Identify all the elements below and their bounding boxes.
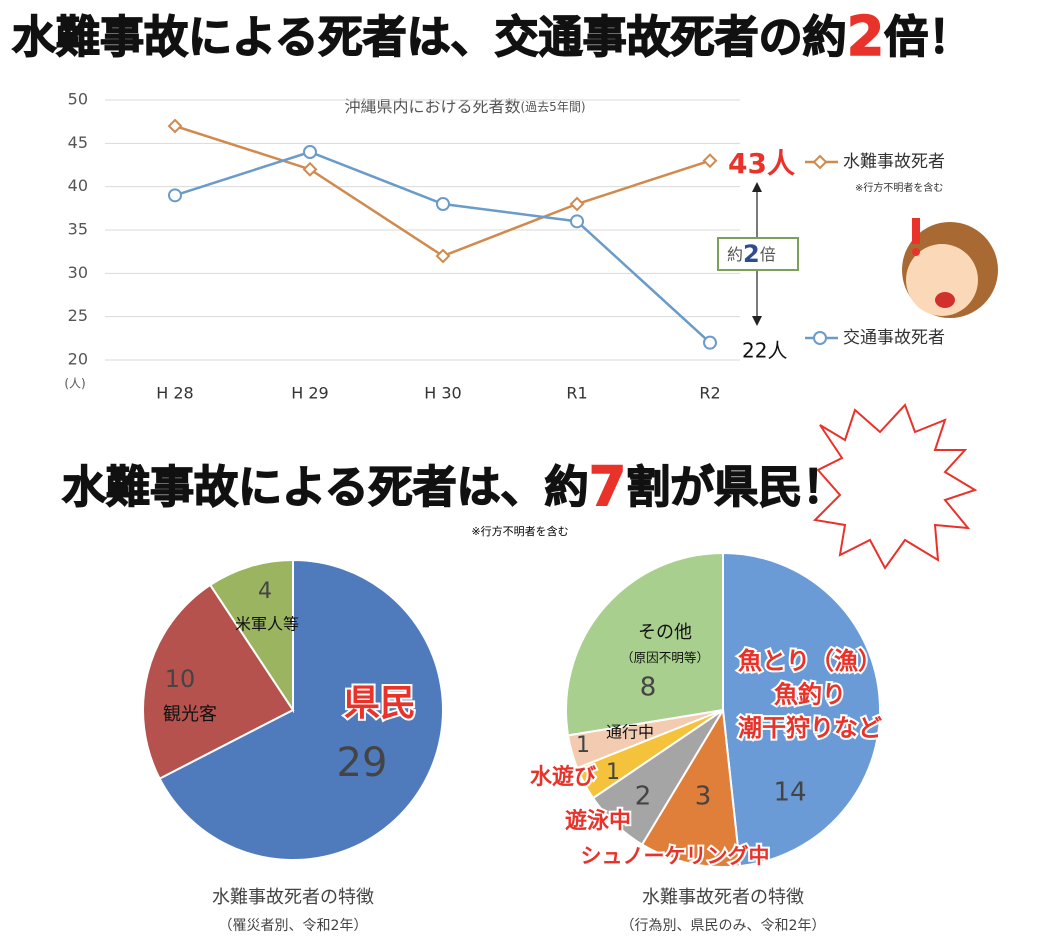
headline-part: 7 (589, 455, 627, 518)
marker (167, 118, 183, 134)
slice-label: 通行中 (606, 723, 654, 742)
marker (303, 145, 317, 159)
pie-slice (722, 551, 881, 868)
legend-label: 交通事故死者 (843, 328, 945, 348)
note: ※行方不明者を含む (855, 181, 943, 194)
marker (435, 248, 451, 264)
ratio-box (717, 237, 799, 271)
legend-label: 水難事故死者 (843, 152, 945, 172)
title-sub: (過去5年間) (521, 100, 586, 114)
value-label: 22人 (742, 339, 787, 363)
x-tick-label: H 30 (424, 384, 461, 403)
marker (569, 196, 585, 212)
annotation-part: 約 (727, 245, 743, 264)
slice-value: 4 (258, 579, 272, 604)
y-tick-label: 30 (68, 263, 88, 282)
headline-part: 倍！ (884, 12, 972, 63)
marker (302, 161, 318, 177)
headline: 水難事故による死者は、約7割が県民！ (62, 455, 846, 518)
chart-subtitle: （行為別、県民のみ、令和2年） (621, 918, 826, 934)
headline-part: 2 (847, 5, 885, 68)
pie-slice (142, 583, 295, 780)
chart-title: 水難事故死者の特徴 (642, 887, 804, 908)
headline-part: 割が県民！ (626, 462, 846, 513)
slice-value: 14 (773, 778, 806, 808)
value-label: 43人 (728, 147, 795, 180)
y-unit: (人) (64, 377, 85, 391)
pie-slice (158, 558, 444, 861)
y-tick-label: 50 (68, 90, 88, 109)
headline-part: 水難事故による死者は、約 (62, 462, 589, 513)
slice-label: 魚とり（漁）魚釣り潮干狩りなど (738, 647, 882, 742)
x-tick-label: H 29 (291, 384, 328, 403)
slice-label: 遊泳中 (565, 808, 631, 834)
y-tick-label: 35 (68, 220, 88, 239)
slice-value: 8 (640, 673, 657, 703)
marker (436, 197, 450, 211)
annotation-part: 2 (743, 240, 760, 268)
slice-label: その他（原因不明等） (621, 622, 709, 665)
slice-value: 29 (337, 740, 388, 786)
y-tick-label: 20 (68, 350, 88, 369)
title-main: 沖縄県内における死者数 (344, 97, 520, 116)
slice-label: 米軍人等 (235, 615, 299, 634)
x-tick-label: H 28 (156, 384, 193, 403)
slice-label: 県民 (344, 683, 416, 724)
slice-label: 観光客 (163, 704, 217, 725)
arrow-head (752, 182, 762, 192)
line (174, 124, 711, 258)
line (174, 150, 711, 344)
annotation: 約2倍 (727, 240, 776, 268)
pie-slice (640, 706, 742, 868)
marker (703, 335, 717, 350)
marker (813, 331, 827, 345)
y-tick-label: 40 (68, 176, 88, 195)
marker (570, 214, 584, 229)
arrow-head (752, 316, 762, 326)
slice-label: シュノーケリング中 (581, 844, 770, 868)
chart-subtitle: （罹災者別、令和2年） (219, 918, 368, 934)
y-tick-label: 25 (68, 306, 88, 325)
annotation-part: 倍 (760, 245, 776, 264)
character (902, 218, 998, 318)
chart-title: 沖縄県内における死者数(過去5年間) (344, 97, 585, 116)
slice-value: 2 (635, 782, 652, 812)
pie-slice (565, 551, 724, 737)
chart-title: 水難事故死者の特徴 (212, 887, 374, 908)
x-tick-label: R2 (699, 384, 720, 403)
slice-value: 10 (165, 665, 196, 693)
headline: 水難事故による死者は、交通事故死者の約2倍！ (12, 5, 972, 68)
slice-value: 3 (695, 782, 712, 812)
slice-value: 1 (606, 760, 620, 785)
starburst (812, 403, 978, 570)
marker (812, 154, 828, 170)
headline-part: 水難事故による死者は、交通事故死者の約 (12, 12, 847, 63)
slice-value: 1 (576, 733, 590, 758)
y-tick-label: 45 (68, 133, 88, 152)
slice-label: 水遊び (530, 764, 596, 790)
x-tick-label: R1 (566, 384, 587, 403)
pie-slice (208, 558, 294, 714)
note: ※行方不明者を含む (471, 524, 568, 538)
marker (168, 188, 182, 203)
marker (702, 153, 718, 169)
